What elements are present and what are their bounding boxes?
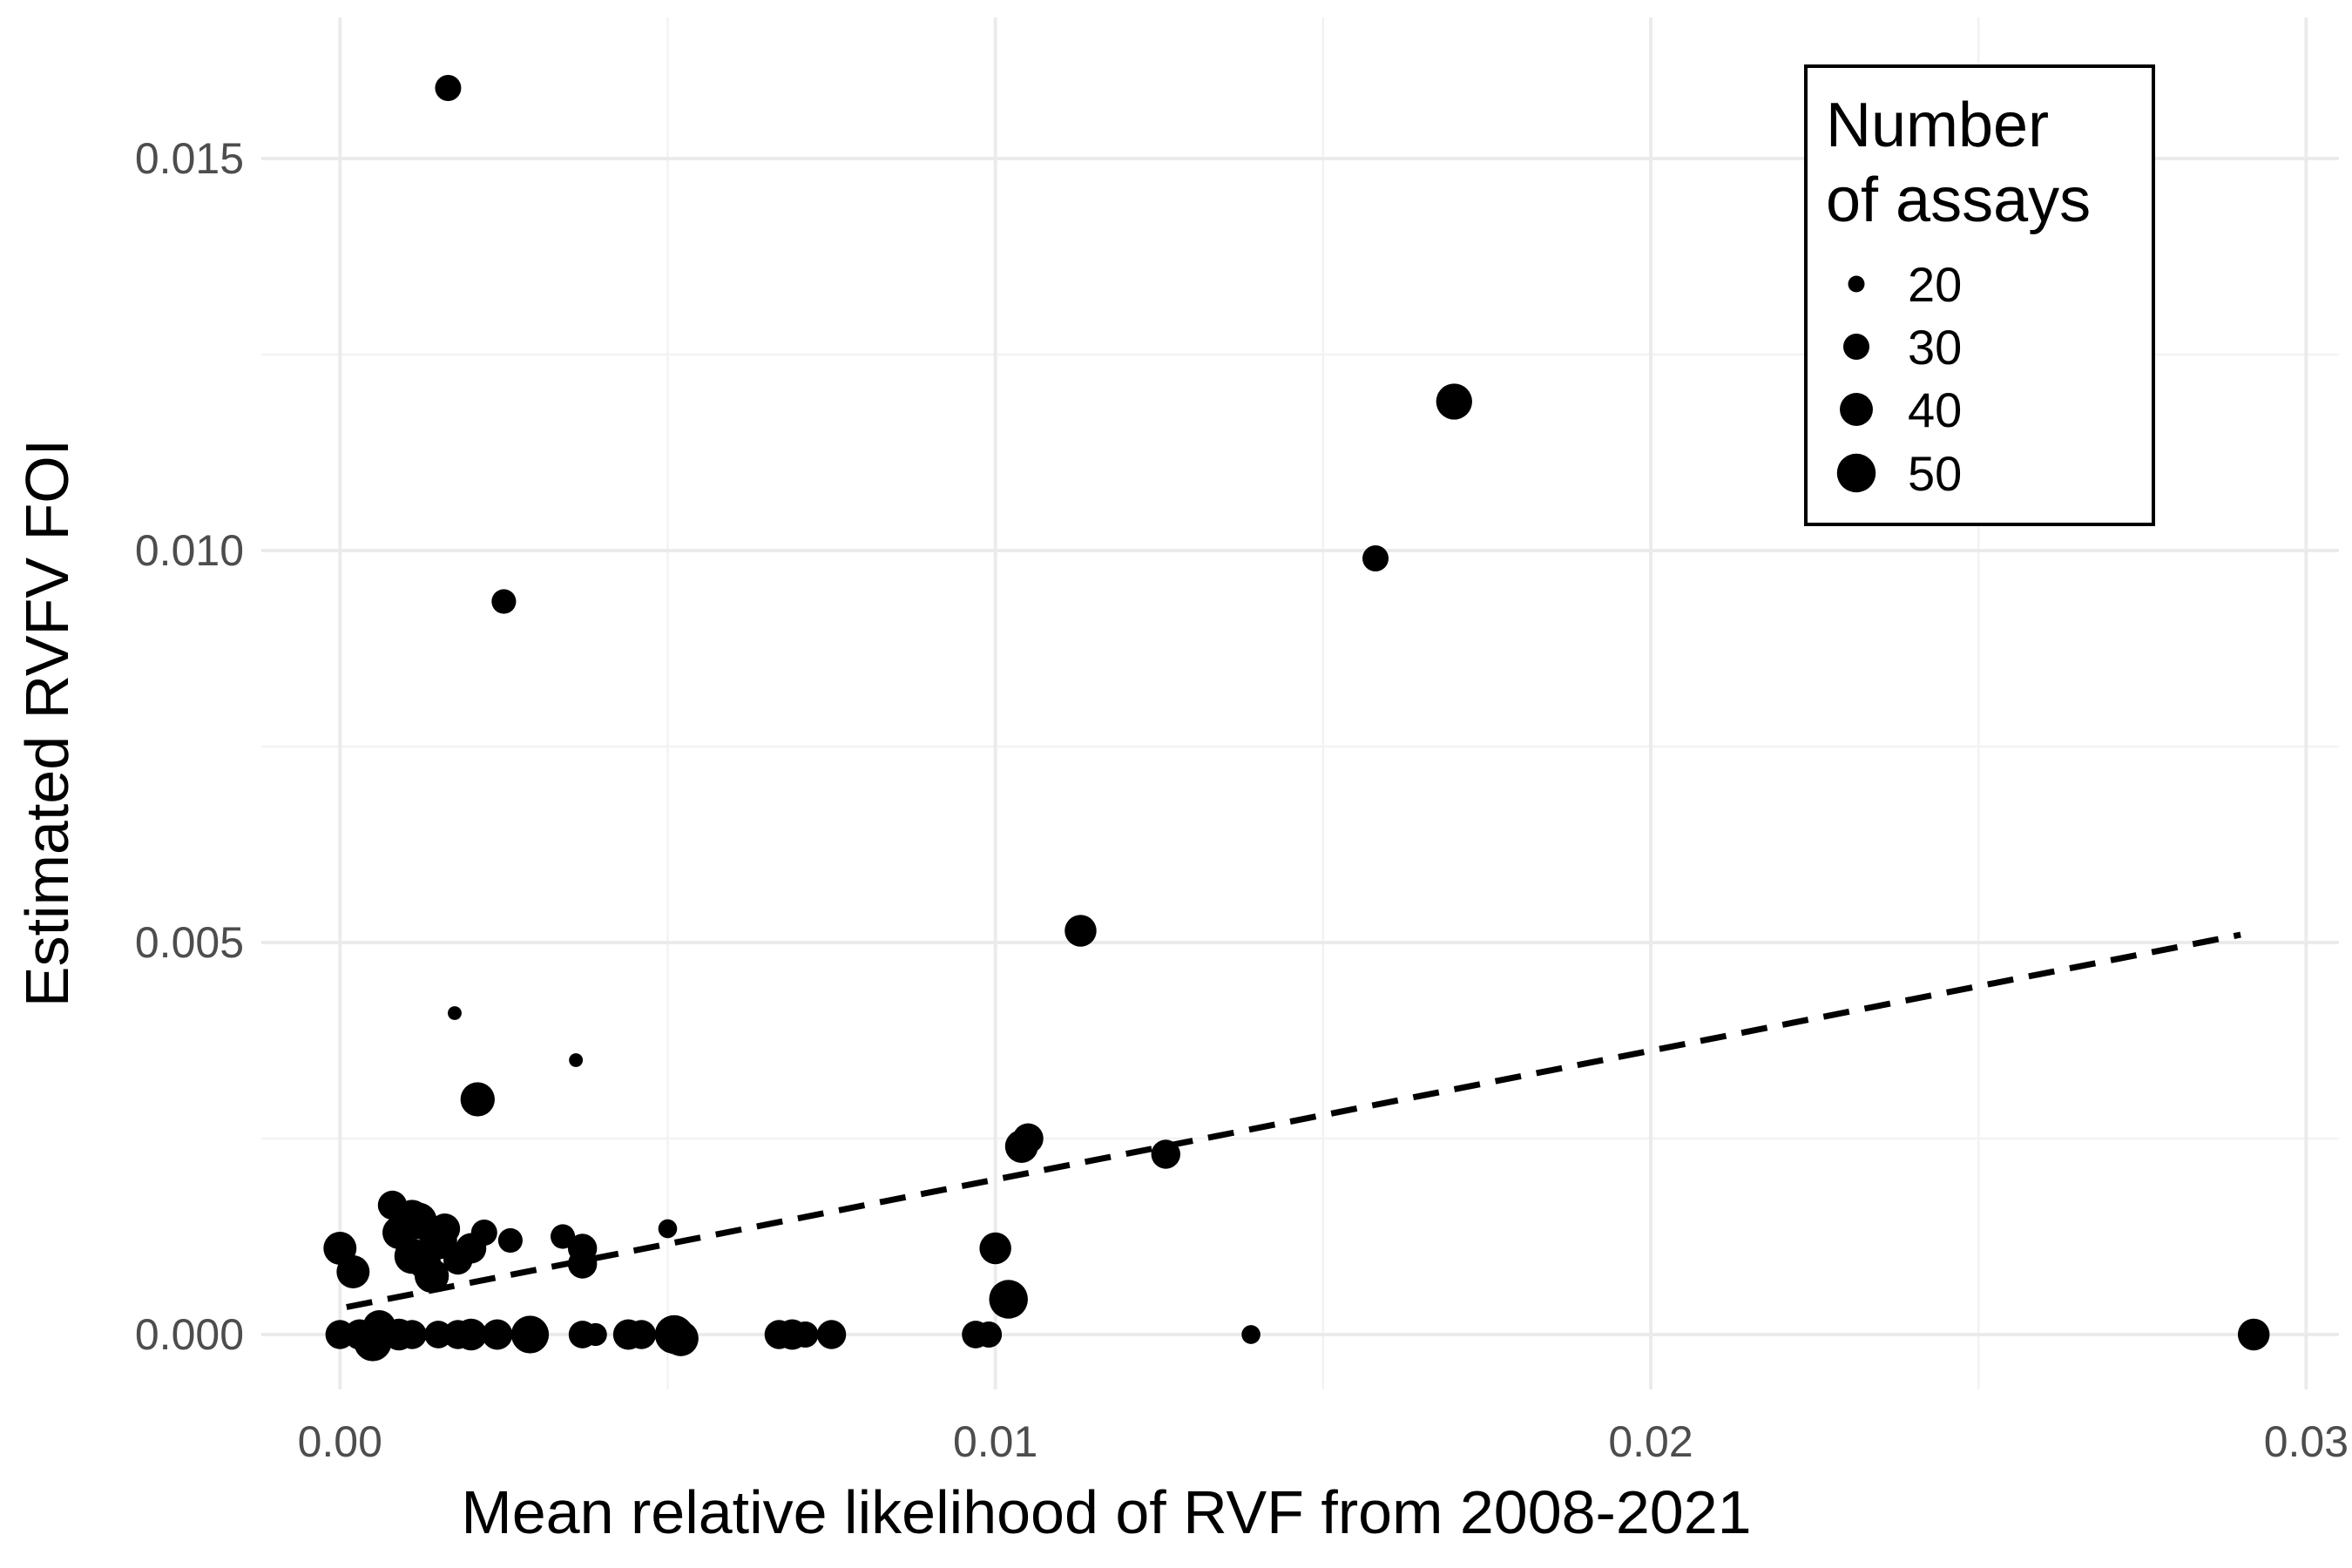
- x-tick-label: 0.03: [2264, 1417, 2349, 1466]
- data-point: [491, 589, 517, 614]
- legend: Number of assays 20 30 40 50: [1804, 64, 2155, 526]
- data-point: [989, 1280, 1028, 1319]
- data-point: [976, 1321, 1003, 1348]
- data-point: [584, 1322, 607, 1347]
- data-point: [1241, 1325, 1260, 1344]
- data-point: [2237, 1318, 2270, 1351]
- data-point: [455, 1318, 488, 1351]
- x-axis-tick-labels: 0.00 0.01 0.02 0.03: [298, 1417, 2349, 1466]
- trend-line: [346, 931, 2241, 1310]
- data-point: [336, 1255, 370, 1288]
- y-tick-label: 0.000: [135, 1310, 244, 1359]
- data-point: [482, 1319, 513, 1350]
- data-point: [551, 1224, 576, 1249]
- legend-key-20: [1848, 275, 1865, 293]
- y-tick-label: 0.010: [135, 526, 244, 575]
- data-point: [663, 1321, 699, 1356]
- data-point: [1151, 1139, 1180, 1169]
- data-point: [979, 1232, 1011, 1265]
- legend-key-40: [1840, 393, 1873, 426]
- legend-label-20: 20: [1908, 257, 1962, 312]
- legend-items: 20 30 40 50: [1836, 257, 1962, 501]
- legend-label-30: 30: [1908, 320, 1962, 375]
- data-points: [323, 75, 2270, 1362]
- data-point: [1362, 545, 1389, 571]
- y-axis-title: Estimated RVFV FOI: [13, 439, 81, 1007]
- data-point: [626, 1320, 657, 1349]
- data-point: [414, 1258, 449, 1294]
- data-point: [470, 1220, 497, 1246]
- data-point: [569, 1053, 584, 1067]
- y-tick-label: 0.005: [135, 918, 244, 967]
- x-tick-label: 0.01: [953, 1417, 1037, 1466]
- data-point: [1004, 1130, 1038, 1163]
- data-point: [1436, 383, 1472, 420]
- data-point: [658, 1219, 678, 1239]
- data-point: [816, 1320, 847, 1349]
- legend-title-line-2: of assays: [1826, 166, 2091, 235]
- data-point: [460, 1082, 495, 1117]
- data-point: [448, 1006, 462, 1020]
- legend-title-line-1: Number: [1826, 91, 2049, 160]
- y-tick-label: 0.015: [135, 134, 244, 183]
- x-tick-label: 0.02: [1608, 1417, 1693, 1466]
- legend-box: [1804, 64, 2155, 526]
- legend-label-50: 50: [1908, 446, 1962, 501]
- x-axis-title: Mean relative likelihood of RVF from 200…: [461, 1478, 1751, 1546]
- y-axis-tick-labels: 0.000 0.005 0.010 0.015: [135, 134, 244, 1359]
- legend-key-30: [1843, 334, 1869, 360]
- data-point: [567, 1249, 598, 1279]
- legend-label-40: 40: [1908, 382, 1962, 437]
- data-point: [435, 75, 462, 101]
- x-tick-label: 0.00: [298, 1417, 382, 1466]
- data-point: [497, 1227, 523, 1254]
- legend-key-50: [1836, 453, 1876, 493]
- data-point: [429, 1213, 461, 1244]
- data-point: [510, 1315, 550, 1354]
- data-point: [792, 1321, 819, 1348]
- data-point: [397, 1320, 427, 1349]
- data-point: [1064, 915, 1097, 947]
- trend-line-layer: [346, 931, 2241, 1310]
